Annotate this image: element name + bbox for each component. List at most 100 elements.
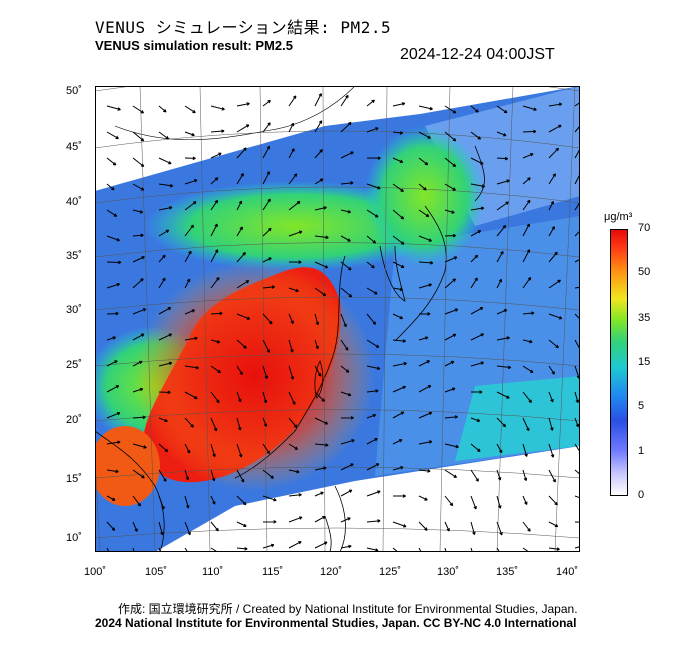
wind-arrow [210, 223, 218, 237]
wind-arrow [444, 105, 457, 114]
wind-arrow [340, 209, 351, 214]
lat-label: 50˚ [66, 85, 82, 97]
wind-arrow [106, 440, 121, 445]
wind-arrow [288, 148, 295, 159]
wind-arrow [210, 177, 219, 185]
wind-arrow [470, 417, 481, 423]
credit-line-1: 作成: 国立環境研究所 / Created by National Instit… [118, 602, 578, 616]
wind-arrow [548, 251, 558, 263]
wind-arrow [236, 365, 243, 376]
wind-arrow [470, 521, 476, 536]
wind-arrow [158, 417, 168, 423]
wind-arrow [288, 230, 303, 237]
wind-arrow [548, 469, 556, 483]
wind-arrow [236, 469, 245, 483]
wind-arrow [106, 547, 110, 552]
wind-arrow [236, 102, 250, 107]
wind-arrow [236, 546, 248, 551]
wind-arrow [132, 256, 145, 263]
wind-arrow [366, 156, 381, 160]
coastline-taiwan [314, 359, 324, 399]
wind-arrow [496, 179, 510, 185]
wind-arrow [548, 495, 558, 506]
wind-arrow [236, 280, 250, 289]
wind-arrow [106, 105, 121, 111]
wind-arrow [366, 463, 380, 471]
wind-arrow [106, 131, 119, 140]
wind-arrow [210, 129, 225, 133]
sea-field-cyan [455, 376, 580, 461]
wind-arrow [262, 520, 277, 524]
wind-arrow [392, 494, 406, 498]
wind-arrow [470, 277, 478, 289]
wind-arrow [548, 365, 555, 375]
wind-arrow [496, 417, 507, 428]
wind-arrow [340, 416, 354, 420]
wind-arrow [106, 209, 118, 217]
wind-arrow [366, 339, 380, 348]
wind-arrow [132, 387, 144, 393]
colorbar-tick: 1 [638, 445, 645, 457]
wind-arrow [210, 339, 221, 344]
wind-arrow [496, 278, 502, 289]
wind-arrow [496, 250, 504, 263]
green-belt-east [365, 126, 485, 266]
wind-arrow [184, 309, 196, 315]
wind-arrow [496, 156, 509, 161]
wind-arrow [132, 469, 145, 479]
wind-arrow [262, 543, 275, 549]
wind-arrow [236, 521, 247, 527]
colorbar-tick: 5 [638, 400, 645, 412]
wind-arrow [314, 235, 329, 240]
wind-arrow [418, 209, 430, 218]
wind-arrow [262, 227, 272, 237]
wind-arrow [236, 124, 250, 133]
wind-arrow [470, 307, 484, 315]
wind-arrow [548, 313, 563, 320]
wind-arrow [314, 391, 326, 402]
wind-arrow [314, 365, 322, 377]
wind-arrow [392, 157, 404, 164]
wind-arrow [366, 519, 381, 523]
wind-arrow [418, 312, 431, 316]
wind-arrow [236, 443, 243, 458]
wind-arrow [132, 131, 145, 142]
wind-arrow [470, 333, 484, 341]
coastline-china [234, 255, 346, 479]
wind-arrow [522, 105, 537, 111]
wind-arrow [210, 152, 222, 159]
wind-arrow [106, 336, 116, 341]
lon-label: 110˚ [202, 566, 224, 578]
wind-arrow [158, 254, 166, 263]
wind-arrow [288, 417, 298, 429]
graticule [95, 86, 580, 552]
wind-arrow [184, 201, 197, 211]
lon-label: 140˚ [556, 566, 579, 578]
timestamp: 2024-12-24 04:00JST [400, 46, 555, 63]
wind-arrow [288, 365, 295, 380]
wind-arrow [340, 151, 354, 159]
wind-arrow [184, 365, 199, 370]
wind-arrow [314, 466, 327, 471]
wind-arrow [418, 157, 429, 166]
wind-arrow [522, 443, 528, 457]
wind-arrow [184, 443, 191, 454]
wind-arrow [132, 495, 142, 507]
lat-label: 40˚ [66, 196, 82, 208]
wind-arrow [470, 157, 484, 165]
wind-arrow [444, 333, 457, 341]
wind-arrow [262, 339, 270, 353]
wind-arrow [236, 417, 242, 431]
wind-arrow [392, 261, 405, 268]
wind-arrow [288, 391, 296, 405]
wind-arrow [210, 443, 216, 458]
wind-arrow [522, 177, 531, 185]
wind-arrow [470, 206, 485, 211]
wind-arrow [366, 490, 381, 497]
wind-arrow [496, 365, 512, 370]
wind-arrow [522, 495, 528, 505]
wind-arrow [184, 105, 196, 114]
coastline-japan [394, 145, 485, 342]
wind-arrow [392, 361, 407, 367]
wind-arrow [574, 286, 580, 289]
